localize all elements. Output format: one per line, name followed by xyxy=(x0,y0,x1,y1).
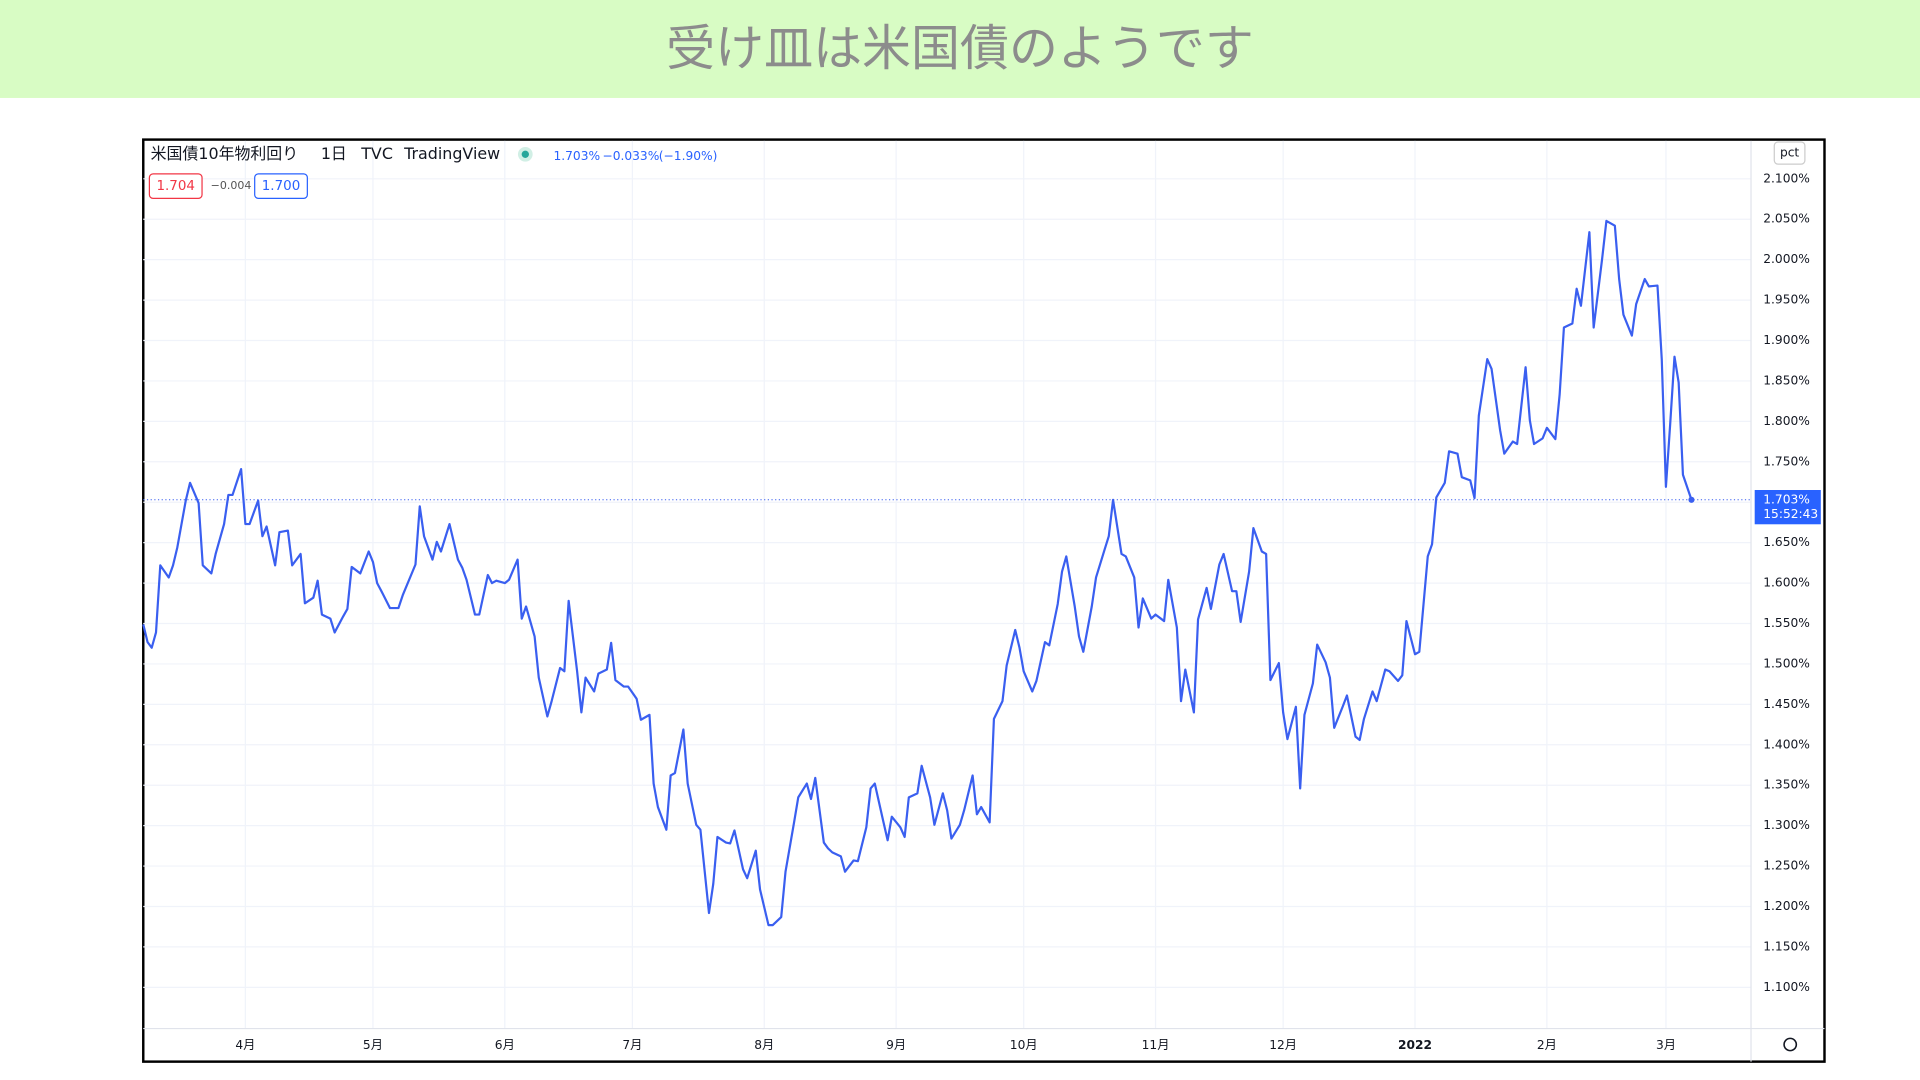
last-point xyxy=(1688,496,1695,503)
x-tick-label: 3月 xyxy=(1656,1038,1676,1052)
y-tick-label: 1.450% xyxy=(1763,697,1810,711)
series-name: 米国債10年物利回り xyxy=(151,144,299,163)
axes: 1.100% 1.150% 1.200% 1.250% 1.300% 1.350% 1.40… xyxy=(143,140,1825,1062)
y-tick-label: 1.550% xyxy=(1763,616,1810,630)
x-tick-label: 7月 xyxy=(622,1038,642,1052)
x-tick-label: 4月 xyxy=(235,1038,255,1052)
y-tick-label: 2.050% xyxy=(1763,212,1810,226)
price-label: 1.703% xyxy=(1763,492,1810,506)
line xyxy=(142,219,1693,927)
heading: 受け皿は米国債のようです xyxy=(666,20,1254,77)
status-dot xyxy=(521,150,529,158)
y-tick-label: 1.350% xyxy=(1763,778,1810,792)
x-tick-label: 2022 xyxy=(1398,1038,1432,1052)
source: TVC xyxy=(360,144,393,163)
y-tick-label: 1.150% xyxy=(1763,939,1810,953)
change: −0.033% xyxy=(602,149,659,163)
grid xyxy=(143,140,1752,1029)
y-tick-label: 1.100% xyxy=(1763,980,1810,994)
y-tick-label: 1.850% xyxy=(1763,373,1810,387)
x-tick-label: 11月 xyxy=(1142,1038,1170,1052)
y-tick-label: 1.800% xyxy=(1763,414,1810,428)
platform: TradingView xyxy=(403,144,500,163)
header-band xyxy=(0,0,1920,98)
y-tick-label: 1.600% xyxy=(1763,576,1810,590)
countdown: 15:52:43 xyxy=(1763,507,1818,521)
unit: pct xyxy=(1780,146,1799,160)
y-tick-label: 2.000% xyxy=(1763,252,1810,266)
y-tick-label: 1.650% xyxy=(1763,535,1810,549)
y-tick-label: 1.750% xyxy=(1763,454,1810,468)
legend: 米国債10年物利回り 1日 TVC TradingView 1.703% −0.… xyxy=(148,144,718,199)
spread: −0.004 xyxy=(211,179,252,192)
ask: 1.700 xyxy=(262,179,301,194)
gear[interactable] xyxy=(1783,1037,1798,1052)
x-tick-label: 5月 xyxy=(363,1038,383,1052)
y-tick-label: 1.500% xyxy=(1763,656,1810,670)
bid-box xyxy=(148,173,203,199)
bid: 1.704 xyxy=(156,179,195,194)
x-tick-label: 8月 xyxy=(754,1038,774,1052)
plot xyxy=(142,219,1752,927)
x-tick-label: 10月 xyxy=(1010,1038,1038,1052)
x-tick-label: 9月 xyxy=(886,1038,906,1052)
last-value: 1.703% xyxy=(553,149,600,163)
y-tick-label: 1.300% xyxy=(1763,818,1810,832)
y-tick-label: 1.950% xyxy=(1763,293,1810,307)
settings-icon[interactable] xyxy=(1783,1037,1798,1052)
x-tick-label: 2月 xyxy=(1537,1038,1557,1052)
ask-box xyxy=(254,173,308,199)
y-tick-label: 1.200% xyxy=(1763,899,1810,913)
chart-frame xyxy=(142,138,1826,1063)
y-tick-label: 1.250% xyxy=(1763,859,1810,873)
unit-box xyxy=(1773,141,1806,165)
x-tick-label: 12月 xyxy=(1269,1038,1297,1052)
y-tick-label: 1.400% xyxy=(1763,737,1810,751)
y-tick-label: 2.100% xyxy=(1763,171,1810,185)
y-tick-label: 1.900% xyxy=(1763,333,1810,347)
price-label-box xyxy=(1754,490,1821,525)
x-tick-label: 6月 xyxy=(495,1038,515,1052)
interval: 1日 xyxy=(321,144,347,163)
change-pct: (−1.90%) xyxy=(659,149,718,163)
